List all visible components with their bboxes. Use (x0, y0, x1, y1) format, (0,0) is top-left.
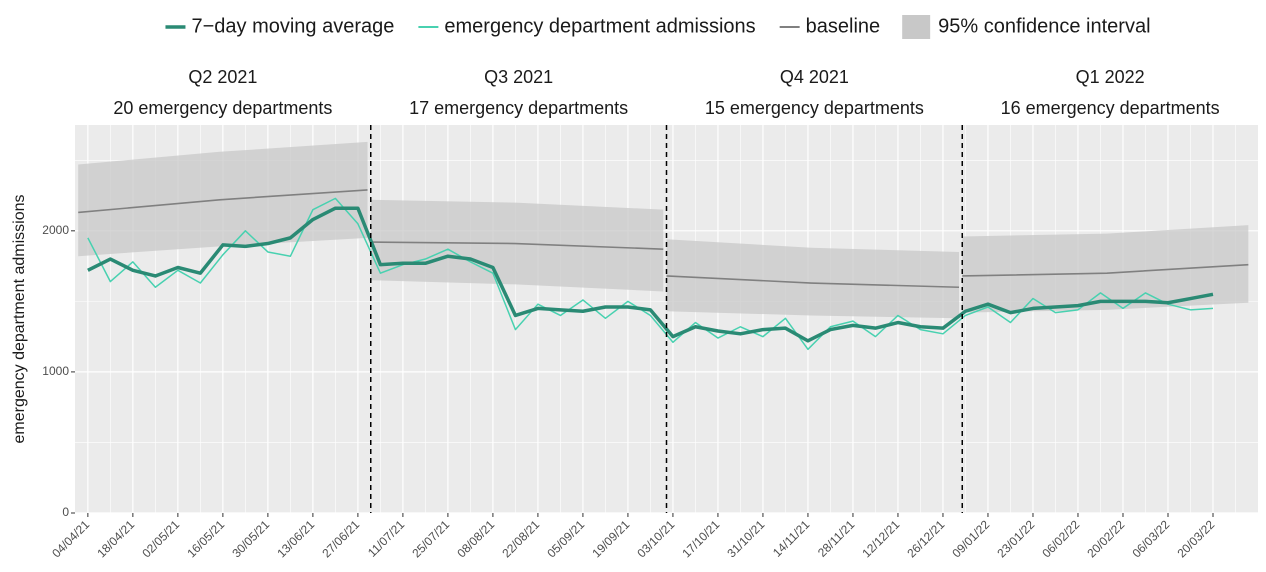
x-tick-label: 12/12/21 (859, 517, 902, 560)
panel-label: Q1 2022 (1076, 67, 1145, 87)
panel-label: Q3 2021 (484, 67, 553, 87)
x-tick-label: 28/11/21 (815, 517, 858, 560)
panel-subtitle: 17 emergency departments (409, 98, 628, 118)
x-tick-label: 20/02/22 (1084, 517, 1127, 560)
series-line (87, 197, 1214, 351)
y-tick-label: 0 (62, 505, 69, 519)
baseline-line (666, 275, 960, 289)
legend-key (902, 15, 931, 39)
legend-label: 7−day moving average (191, 15, 394, 37)
y-tick-label: 1000 (42, 364, 69, 378)
x-tick-label: 16/05/21 (184, 517, 227, 560)
panel-subtitle: 20 emergency departments (113, 98, 332, 118)
x-tick-label: 20/03/22 (1174, 517, 1217, 560)
x-tick-label: 19/09/21 (589, 517, 632, 560)
legend: 7−day moving average emergency department… (165, 15, 1151, 39)
x-tick-label: 04/04/21 (49, 517, 92, 560)
legend-label: 95% confidence interval (938, 15, 1150, 37)
x-tick-label: 27/06/21 (319, 517, 362, 560)
baseline-line (78, 189, 368, 214)
x-tick-label: 25/07/21 (409, 517, 452, 560)
x-tick-label: 05/09/21 (544, 517, 587, 560)
panel-subtitle: 16 emergency departments (1001, 98, 1220, 118)
panel-label: Q2 2021 (188, 67, 257, 87)
baseline-line (962, 263, 1249, 277)
x-tick-label: 08/08/21 (454, 517, 497, 560)
legend-label: baseline (806, 15, 881, 37)
y-tick-label: 2000 (42, 223, 69, 237)
x-tick-label: 17/10/21 (679, 517, 722, 560)
x-tick-label: 26/12/21 (904, 517, 947, 560)
confidence-band (962, 225, 1249, 313)
panel-subtitle: 15 emergency departments (705, 98, 924, 118)
x-tick-label: 03/10/21 (634, 517, 677, 560)
panel-label: Q4 2021 (780, 67, 849, 87)
confidence-band (666, 239, 960, 319)
x-tick-label: 22/08/21 (499, 517, 542, 560)
legend-label: emergency department admissions (444, 15, 755, 37)
x-tick-label: 18/04/21 (94, 517, 137, 560)
y-axis-title: emergency department admissions (11, 194, 28, 443)
x-tick-label: 23/01/22 (994, 517, 1037, 560)
x-tick-label: 30/05/21 (229, 517, 272, 560)
x-tick-label: 14/11/21 (770, 517, 813, 560)
x-tick-label: 09/01/22 (949, 517, 992, 560)
x-tick-label: 11/07/21 (365, 517, 408, 560)
x-tick-label: 13/06/21 (274, 517, 317, 560)
x-tick-label: 06/03/22 (1129, 517, 1172, 560)
confidence-band (370, 199, 664, 292)
x-tick-label: 31/10/21 (724, 517, 767, 560)
x-tick-label: 06/02/22 (1039, 517, 1082, 560)
baseline-line (370, 241, 664, 250)
x-tick-label: 02/05/21 (139, 517, 182, 560)
series-line (87, 206, 1214, 343)
